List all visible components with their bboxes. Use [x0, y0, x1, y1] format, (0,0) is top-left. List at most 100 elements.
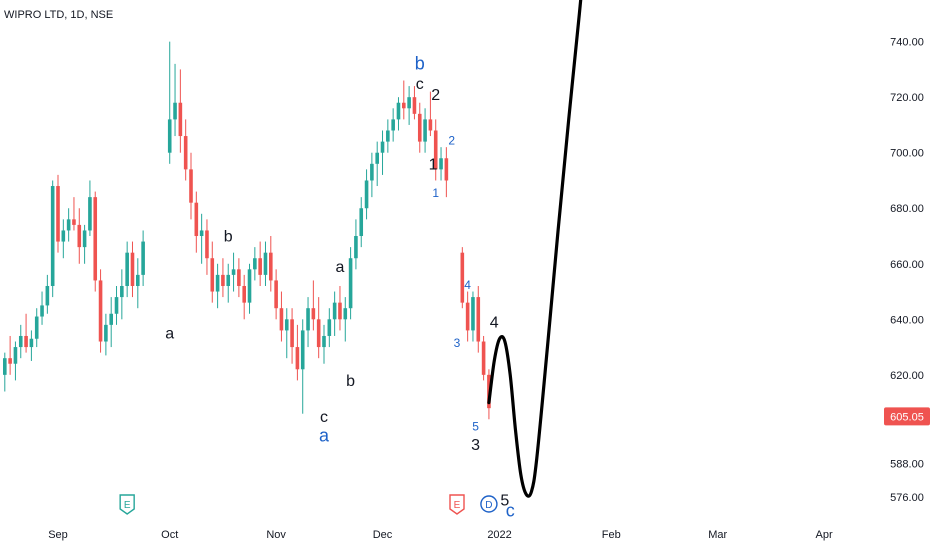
candle	[439, 147, 443, 181]
candle	[343, 297, 348, 342]
wave-label: b	[415, 53, 425, 73]
candle	[327, 308, 332, 348]
candle	[242, 274, 246, 320]
candle-body	[88, 197, 92, 231]
candle	[8, 335, 12, 375]
candle-body	[98, 280, 103, 342]
candle	[306, 297, 310, 348]
candle	[348, 247, 353, 320]
candle-body	[247, 269, 252, 303]
candle-body	[215, 274, 220, 292]
current-price-box	[884, 407, 930, 426]
candle-body	[354, 236, 358, 259]
wave-label: c	[506, 500, 515, 520]
candle	[13, 341, 18, 381]
event-marker-letter: D	[485, 500, 492, 511]
candle	[284, 308, 289, 359]
candle-body	[471, 297, 475, 331]
candle-body	[231, 269, 236, 275]
projection-path-layer	[487, 0, 583, 498]
price-tick-label: 660.00	[890, 259, 924, 271]
candle	[226, 263, 231, 303]
candle	[380, 130, 385, 175]
candle	[130, 241, 135, 298]
candle	[481, 335, 486, 381]
candle-body	[322, 335, 326, 348]
price-tick-label: 576.00	[890, 492, 924, 504]
candle	[402, 80, 406, 120]
candle	[18, 324, 23, 359]
candle-body	[194, 202, 199, 237]
candle-body	[56, 186, 60, 242]
wave-label: a	[319, 425, 330, 445]
candle	[125, 241, 129, 298]
candle	[141, 230, 145, 286]
candle	[428, 91, 433, 137]
candle-body	[130, 252, 135, 286]
candle	[322, 324, 326, 364]
candle	[300, 319, 305, 414]
wave-label: 2	[431, 87, 440, 104]
candle	[210, 241, 215, 303]
candle-body	[300, 330, 305, 370]
wave-label: 3	[471, 437, 480, 454]
candle	[189, 152, 193, 220]
candle-body	[465, 302, 470, 331]
earnings-badge	[119, 494, 135, 515]
wave-label: 1	[432, 186, 439, 200]
candle	[391, 108, 395, 142]
candle	[93, 191, 98, 292]
candle-body	[8, 358, 12, 364]
current-price-tag: 605.05	[884, 407, 930, 426]
candle-body	[205, 230, 209, 259]
event-marker-letter: E	[454, 500, 461, 511]
candle	[205, 219, 209, 275]
candle	[183, 119, 188, 181]
candle-body	[77, 224, 82, 248]
candle-body	[29, 338, 34, 348]
candle-body	[295, 347, 300, 370]
candle-body	[391, 119, 395, 131]
candle	[290, 308, 294, 364]
wave-label: 5	[500, 492, 509, 509]
candle-body	[327, 319, 332, 336]
candle	[417, 102, 422, 153]
candle-body	[290, 319, 294, 348]
candle-body	[66, 219, 71, 231]
candle-body	[332, 302, 337, 320]
time-axis[interactable]: Sep Oct Nov Dec 2022 Feb Mar Apr	[48, 529, 833, 541]
candle	[104, 313, 108, 356]
candle-body	[114, 297, 119, 314]
candle-body	[316, 319, 321, 348]
wave-label: 4	[490, 315, 499, 332]
candle-body	[481, 341, 486, 375]
candle-body	[40, 305, 44, 317]
earnings-badge	[449, 494, 465, 515]
candle	[237, 258, 241, 298]
candle	[136, 258, 140, 309]
candle-body	[476, 297, 481, 342]
earnings-marker: E	[119, 494, 135, 515]
price-tick-label: 700.00	[890, 148, 924, 160]
price-tick-label: 680.00	[890, 203, 924, 215]
earnings-marker: E	[449, 494, 465, 515]
candle	[364, 169, 369, 220]
candle	[88, 180, 92, 237]
price-axis[interactable]: 740.00 720.00 700.00 680.00 660.00 640.00 620.…	[884, 37, 930, 504]
candle-body	[274, 280, 278, 309]
dividend-marker: D	[480, 495, 498, 513]
candle-body	[348, 258, 353, 309]
candle	[72, 197, 76, 231]
candle	[359, 197, 364, 248]
candle-body	[50, 186, 55, 286]
candle	[114, 285, 119, 325]
candle-body	[173, 102, 177, 120]
wave-label: 3	[454, 336, 461, 350]
candle	[370, 152, 374, 198]
time-tick-label: Dec	[373, 529, 393, 541]
candle	[386, 119, 390, 153]
wave-label: c	[416, 76, 424, 93]
candle	[476, 285, 481, 353]
